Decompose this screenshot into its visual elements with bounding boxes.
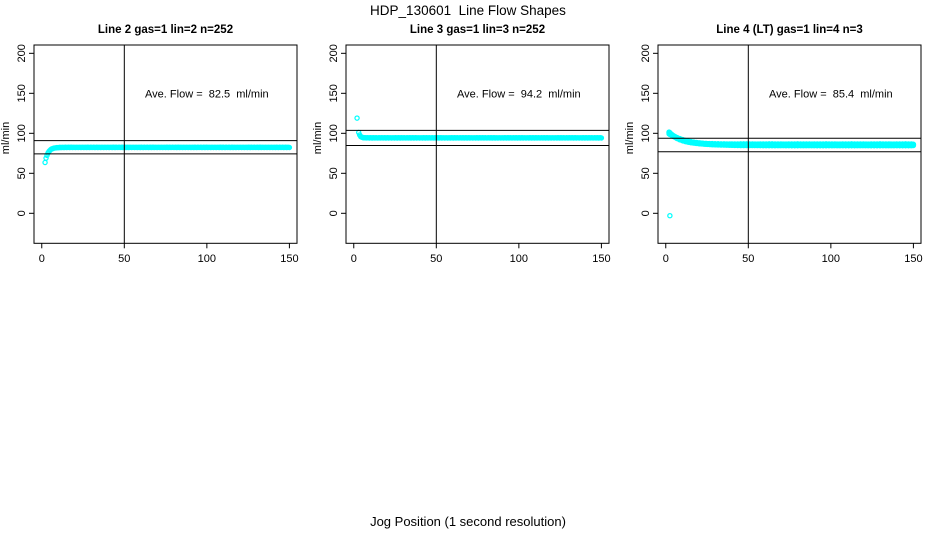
outlier-point — [667, 212, 673, 219]
x-axis-title: Jog Position (1 second resolution) — [370, 514, 566, 529]
x-tick-label: 150 — [280, 253, 298, 265]
data-points — [666, 129, 917, 219]
x-tick-label: 0 — [663, 253, 669, 265]
x-tick-label: 50 — [742, 253, 754, 265]
y-tick-label: 200 — [16, 44, 28, 62]
reference-lines — [346, 45, 609, 244]
y-tick-label: 50 — [328, 167, 340, 179]
y-tick-label: 100 — [328, 124, 340, 142]
avg-flow-annotation: Ave. Flow = 85.4 ml/min — [769, 88, 893, 100]
plot-box — [657, 44, 922, 244]
panel-line-3: Line 3 gas=1 lin=3 n=252 Ave. Flow = 94.2… — [312, 24, 611, 265]
y-tick-label: 150 — [328, 84, 340, 102]
x-tick-label: 100 — [198, 253, 216, 265]
x-tick-label: 150 — [592, 253, 610, 265]
data-points — [42, 144, 293, 166]
y-axis: 0 50 100 150 200 — [16, 44, 34, 216]
x-axis: 0 50 100 150 — [351, 243, 611, 265]
y-tick-label: 50 — [640, 167, 652, 179]
avg-flow-annotation: Ave. Flow = 94.2 ml/min — [457, 88, 581, 100]
y-axis-title: ml/min — [0, 122, 12, 154]
y-tick-label: 200 — [328, 44, 340, 62]
y-tick-label: 100 — [16, 124, 28, 142]
x-tick-label: 100 — [822, 253, 840, 265]
y-axis-title: ml/min — [312, 122, 324, 154]
x-axis: 0 50 100 150 — [39, 243, 299, 265]
chart-title: HDP_130601 Line Flow Shapes — [370, 3, 566, 18]
reference-lines — [34, 45, 297, 244]
y-axis-title: ml/min — [624, 122, 636, 154]
y-tick-label: 150 — [16, 84, 28, 102]
x-tick-label: 50 — [430, 253, 442, 265]
x-axis: 0 50 100 150 — [663, 243, 923, 265]
y-axis: 0 50 100 150 200 — [328, 44, 346, 216]
data-points — [354, 115, 605, 141]
panel-title: Line 2 gas=1 lin=2 n=252 — [98, 24, 233, 36]
y-tick-label: 0 — [640, 210, 652, 216]
reference-lines — [658, 45, 921, 244]
x-tick-label: 100 — [510, 253, 528, 265]
y-axis: 0 50 100 150 200 — [640, 44, 658, 216]
outlier-point — [354, 115, 360, 121]
panel-line-2: Line 2 gas=1 lin=2 n=252 Ave. Flow = 82.5… — [0, 24, 299, 265]
x-tick-label: 0 — [39, 253, 45, 265]
y-tick-label: 200 — [640, 44, 652, 62]
y-tick-label: 150 — [640, 84, 652, 102]
x-tick-label: 0 — [351, 253, 357, 265]
y-tick-label: 50 — [16, 167, 28, 179]
y-tick-label: 0 — [328, 210, 340, 216]
y-tick-label: 0 — [16, 210, 28, 216]
panels-row: Line 2 gas=1 lin=2 n=252 Ave. Flow = 82.5… — [0, 24, 923, 265]
x-tick-label: 150 — [904, 253, 922, 265]
panel-title: Line 3 gas=1 lin=3 n=252 — [410, 24, 545, 36]
plot-box — [33, 44, 298, 244]
avg-flow-annotation: Ave. Flow = 82.5 ml/min — [145, 88, 269, 100]
panel-title: Line 4 (LT) gas=1 lin=4 n=3 — [716, 24, 862, 36]
x-tick-label: 50 — [118, 253, 130, 265]
y-tick-label: 100 — [640, 124, 652, 142]
plot-box — [345, 44, 610, 244]
panel-line-4: Line 4 (LT) gas=1 lin=4 n=3 Ave. Flow = 8… — [624, 24, 923, 265]
